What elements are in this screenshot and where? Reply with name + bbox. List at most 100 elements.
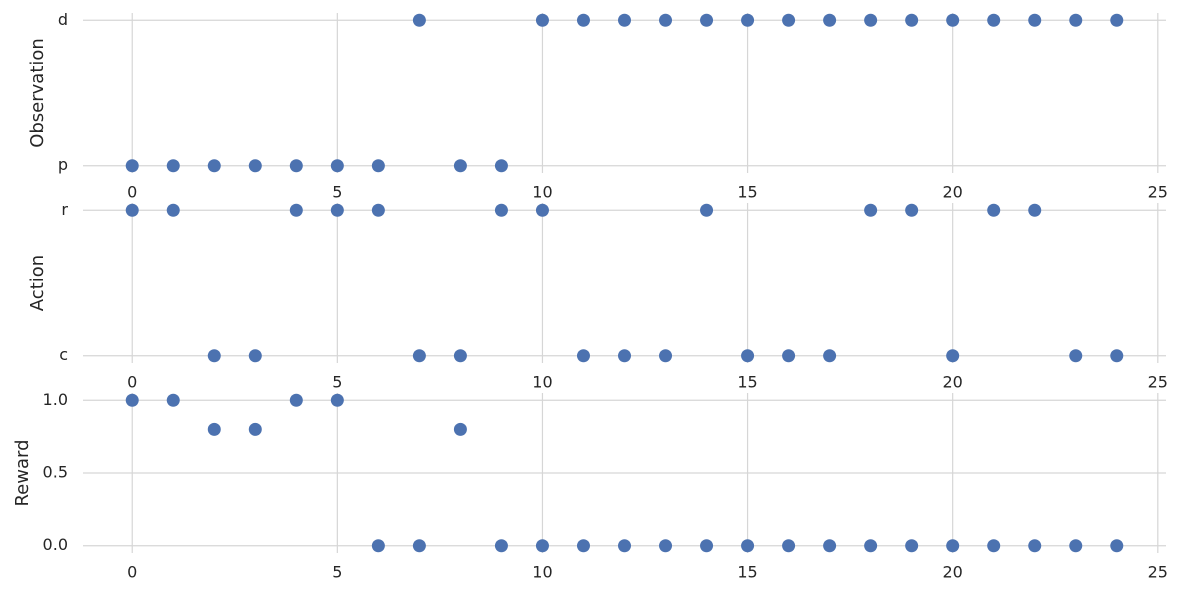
y-tick-label: 1.0	[43, 390, 68, 409]
x-tick-label: 25	[1148, 563, 1168, 582]
point	[741, 349, 755, 363]
point	[207, 349, 221, 363]
point	[125, 393, 139, 407]
x-tick-label: 5	[332, 373, 342, 392]
x-tick-label: 20	[943, 373, 963, 392]
point	[371, 539, 385, 553]
y-axis-label: Observation	[27, 38, 48, 148]
x-tick-label: 5	[332, 563, 342, 582]
point	[248, 159, 262, 173]
point	[125, 159, 139, 173]
x-tick-label: 5	[332, 183, 342, 202]
x-tick-label: 10	[532, 183, 552, 202]
point	[987, 203, 1001, 217]
point	[905, 203, 919, 217]
y-axis-label: Action	[27, 255, 48, 311]
point	[782, 539, 796, 553]
point	[1110, 349, 1124, 363]
point	[1069, 13, 1083, 27]
point	[946, 349, 960, 363]
point	[330, 393, 344, 407]
y-tick-label: 0.0	[43, 535, 68, 554]
x-tick-label: 15	[737, 183, 757, 202]
point	[494, 159, 508, 173]
point	[453, 422, 467, 436]
point	[371, 203, 385, 217]
point	[864, 203, 878, 217]
point	[905, 539, 919, 553]
point	[1069, 349, 1083, 363]
point	[248, 422, 262, 436]
point	[289, 203, 303, 217]
point	[535, 539, 549, 553]
point	[782, 13, 796, 27]
point	[166, 203, 180, 217]
point	[659, 539, 673, 553]
point	[371, 159, 385, 173]
point	[412, 539, 426, 553]
point	[700, 539, 714, 553]
point	[330, 203, 344, 217]
point	[289, 393, 303, 407]
y-tick-label: 0.5	[43, 463, 68, 482]
point	[535, 203, 549, 217]
point	[659, 13, 673, 27]
x-tick-label: 10	[532, 373, 552, 392]
point	[659, 349, 673, 363]
point	[864, 13, 878, 27]
point	[576, 349, 590, 363]
point	[1110, 13, 1124, 27]
y-tick-label: d	[58, 10, 68, 29]
point	[618, 349, 631, 363]
point	[741, 539, 755, 553]
point	[289, 159, 303, 173]
point	[741, 13, 755, 27]
point	[494, 539, 508, 553]
point	[125, 203, 139, 217]
point	[1069, 539, 1083, 553]
point	[700, 203, 714, 217]
point	[166, 393, 180, 407]
point	[823, 539, 837, 553]
point	[946, 13, 960, 27]
point	[412, 13, 426, 27]
point	[412, 349, 426, 363]
point	[330, 159, 344, 173]
x-tick-label: 25	[1148, 183, 1168, 202]
point	[905, 13, 919, 27]
point	[1028, 203, 1042, 217]
point	[987, 539, 1001, 553]
point	[535, 13, 549, 27]
x-tick-label: 15	[737, 373, 757, 392]
point	[576, 539, 590, 553]
x-tick-label: 25	[1148, 373, 1168, 392]
point	[494, 203, 508, 217]
x-tick-label: 0	[127, 373, 137, 392]
point	[207, 159, 221, 173]
point	[618, 13, 631, 27]
point	[1028, 539, 1042, 553]
point	[248, 349, 262, 363]
point	[453, 159, 467, 173]
point	[864, 539, 878, 553]
point	[946, 539, 960, 553]
x-tick-label: 0	[127, 183, 137, 202]
y-axis-label: Reward	[12, 439, 33, 506]
point	[1028, 13, 1042, 27]
x-tick-label: 0	[127, 563, 137, 582]
point	[700, 13, 714, 27]
x-tick-label: 15	[737, 563, 757, 582]
y-tick-label: p	[58, 155, 68, 174]
point	[576, 13, 590, 27]
x-tick-label: 20	[943, 563, 963, 582]
y-tick-label: r	[61, 200, 68, 219]
point	[207, 422, 221, 436]
point	[823, 13, 837, 27]
point	[823, 349, 837, 363]
point	[166, 159, 180, 173]
point	[1110, 539, 1124, 553]
x-tick-label: 20	[943, 183, 963, 202]
point	[453, 349, 467, 363]
point	[618, 539, 631, 553]
